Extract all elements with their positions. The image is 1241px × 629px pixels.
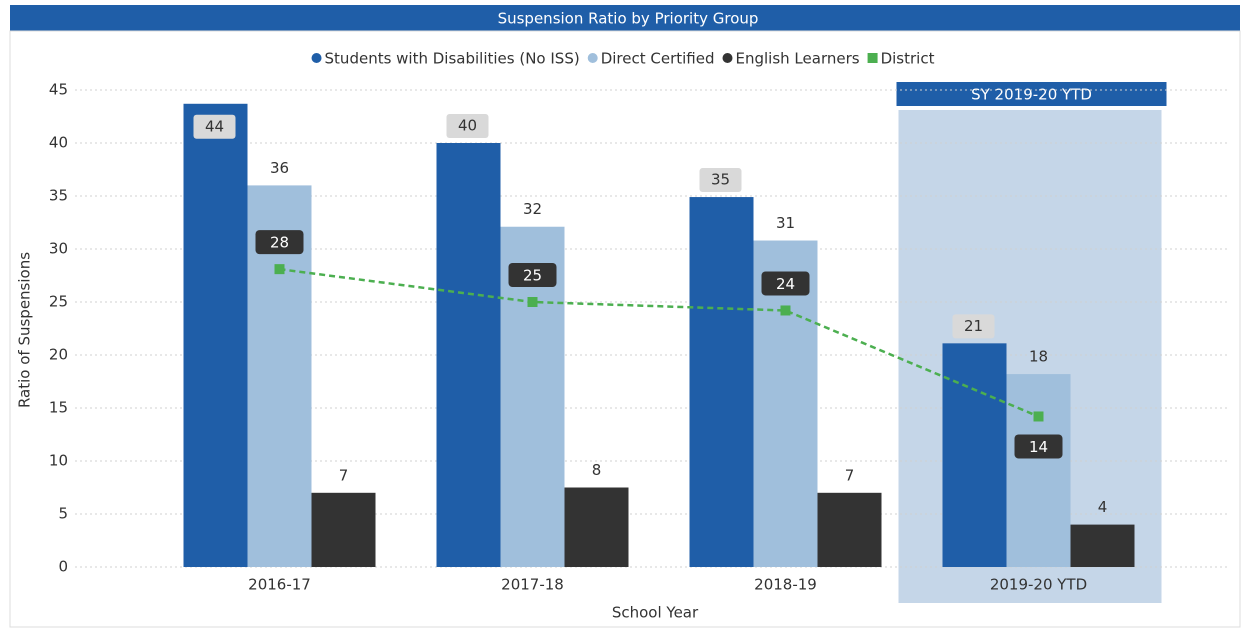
legend-swatch bbox=[722, 53, 733, 63]
data-label-box bbox=[446, 114, 489, 138]
bar bbox=[817, 492, 882, 567]
legend-label: English Learners bbox=[736, 50, 860, 68]
bar bbox=[1006, 374, 1071, 567]
data-label: 32 bbox=[523, 200, 542, 218]
x-tick-label: 2016-17 bbox=[248, 576, 311, 594]
y-tick-label: 30 bbox=[49, 240, 68, 258]
data-label: 8 bbox=[592, 461, 602, 479]
bar bbox=[311, 492, 376, 567]
data-label: 36 bbox=[270, 159, 289, 177]
x-tick-label: 2019-20 YTD bbox=[990, 576, 1087, 594]
data-label-box bbox=[952, 314, 995, 339]
data-label: 4 bbox=[1098, 498, 1108, 516]
bar bbox=[1070, 524, 1135, 567]
y-tick-label: 35 bbox=[49, 187, 68, 205]
line-marker bbox=[1033, 411, 1044, 422]
data-label-box bbox=[508, 263, 557, 287]
bar bbox=[689, 197, 754, 567]
title-bar bbox=[10, 5, 1240, 31]
x-tick-label: 2017-18 bbox=[501, 576, 564, 594]
legend-label: Direct Certified bbox=[601, 50, 715, 68]
legend-label: Students with Disabilities (No ISS) bbox=[325, 50, 580, 68]
data-label: 44 bbox=[205, 117, 224, 135]
y-tick-label: 0 bbox=[58, 558, 68, 576]
data-label: 21 bbox=[964, 317, 983, 335]
data-label-box bbox=[699, 168, 742, 193]
data-label: 7 bbox=[339, 466, 349, 484]
bar bbox=[564, 487, 629, 567]
y-tick-label: 15 bbox=[49, 399, 68, 417]
line-marker bbox=[274, 264, 285, 275]
legend-label: District bbox=[881, 50, 935, 68]
chart-title: Suspension Ratio by Priority Group bbox=[498, 10, 759, 28]
data-label: 14 bbox=[1029, 438, 1048, 456]
y-tick-label: 45 bbox=[49, 81, 68, 99]
y-tick-label: 10 bbox=[49, 452, 68, 470]
bar bbox=[436, 143, 501, 567]
data-label: 35 bbox=[711, 171, 730, 189]
legend-swatch bbox=[587, 53, 598, 63]
legend-swatch bbox=[311, 53, 322, 63]
legend: Students with Disabilities (No ISS) Direc… bbox=[311, 50, 935, 68]
data-label: 18 bbox=[1029, 348, 1048, 366]
x-axis-label: School Year bbox=[612, 604, 699, 622]
data-label: 31 bbox=[776, 214, 795, 232]
data-label: 40 bbox=[458, 117, 477, 135]
data-label: 7 bbox=[845, 466, 855, 484]
data-label: 24 bbox=[776, 275, 795, 293]
data-label-box bbox=[255, 230, 304, 255]
legend-swatch bbox=[867, 53, 878, 63]
y-tick-label: 25 bbox=[49, 293, 68, 311]
data-label: 28 bbox=[270, 234, 289, 252]
line-marker bbox=[527, 297, 538, 307]
y-tick-label: 20 bbox=[49, 346, 68, 364]
data-label-box bbox=[761, 271, 810, 296]
y-axis-label: Ratio of Suspensions bbox=[16, 252, 34, 408]
bar bbox=[183, 103, 248, 567]
annotation-box bbox=[896, 82, 1167, 106]
line-marker bbox=[780, 305, 791, 316]
data-label-box bbox=[193, 114, 236, 139]
x-tick-label: 2018-19 bbox=[754, 576, 817, 594]
bar bbox=[942, 343, 1007, 567]
district-line bbox=[279, 267, 1039, 418]
y-tick-label: 5 bbox=[58, 505, 68, 523]
data-label-box bbox=[1014, 434, 1063, 459]
annotation: SY 2019-20 YTD bbox=[971, 86, 1092, 104]
frame bbox=[9, 30, 1241, 628]
y-tick-label: 40 bbox=[49, 134, 68, 152]
data-label: 25 bbox=[523, 267, 542, 285]
